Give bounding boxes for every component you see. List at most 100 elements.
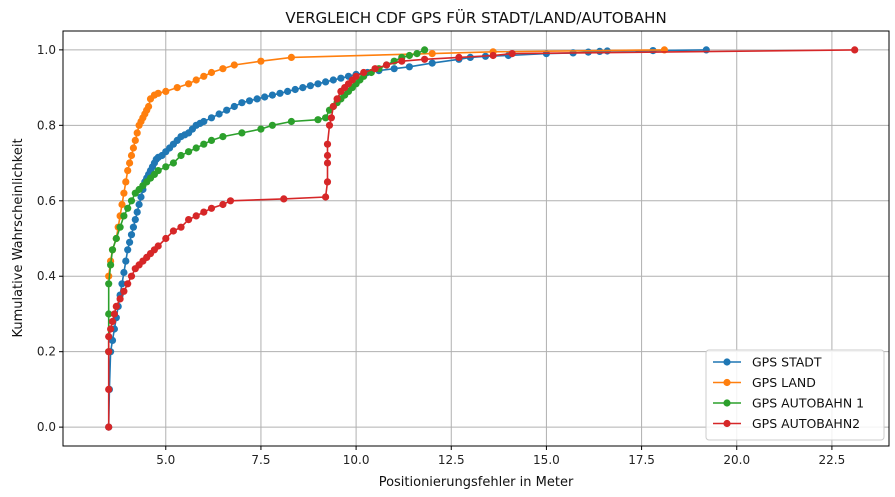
data-point: [360, 68, 368, 77]
data-point: [322, 114, 330, 122]
data-point: [126, 159, 134, 167]
data-point: [257, 57, 265, 65]
data-point: [105, 385, 113, 393]
data-point: [137, 193, 145, 201]
data-point: [107, 261, 115, 269]
data-point: [118, 280, 126, 288]
x-tick-label: 7.5: [251, 453, 270, 467]
data-point: [112, 234, 120, 243]
data-point: [323, 151, 332, 160]
data-point: [287, 117, 295, 126]
series-line: [107, 49, 855, 428]
legend-marker: [723, 399, 731, 407]
data-point: [126, 238, 134, 246]
data-point: [118, 200, 126, 209]
data-point: [131, 216, 139, 224]
data-point: [162, 163, 170, 171]
y-tick-label: 0.4: [37, 269, 56, 283]
data-point: [323, 159, 332, 167]
legend-label: GPS AUTOBAHN2: [752, 416, 860, 431]
data-point: [108, 246, 117, 254]
series-layer: [105, 46, 859, 431]
data-point: [489, 51, 497, 60]
data-point: [230, 61, 238, 69]
data-point: [405, 51, 413, 60]
data-point: [280, 195, 288, 203]
data-point: [154, 89, 162, 97]
data-point: [124, 280, 132, 288]
x-axis-label: Positionierungsfehler in Meter: [379, 475, 574, 490]
data-point: [455, 53, 463, 62]
data-point: [508, 50, 516, 58]
data-point: [116, 295, 124, 303]
data-point: [192, 212, 200, 220]
data-point: [405, 63, 413, 71]
data-point: [238, 129, 246, 137]
data-point: [702, 46, 710, 54]
data-point: [291, 85, 299, 94]
data-point: [421, 55, 429, 63]
data-point: [120, 189, 128, 197]
data-point: [192, 76, 200, 84]
data-point: [177, 223, 185, 231]
data-point: [323, 140, 332, 148]
data-point: [253, 95, 261, 103]
data-point: [219, 65, 227, 73]
data-point: [337, 74, 345, 82]
legend-marker: [723, 419, 731, 428]
y-axis-label: Kumulative Wahrscheinlichkeit: [11, 138, 26, 337]
data-point: [299, 84, 307, 92]
data-point: [322, 193, 330, 201]
plot-frame: [62, 30, 890, 447]
data-point: [207, 68, 216, 77]
data-point: [169, 227, 177, 235]
data-point: [390, 65, 398, 73]
data-point: [105, 423, 113, 431]
data-point: [333, 95, 341, 103]
data-point: [162, 87, 170, 95]
data-point: [105, 348, 113, 356]
data-point: [133, 129, 141, 137]
data-point: [314, 80, 322, 88]
data-point: [223, 106, 231, 114]
y-tick-label: 0.2: [37, 345, 56, 359]
data-point: [207, 204, 216, 212]
data-point: [192, 144, 200, 152]
data-point: [314, 116, 322, 124]
legend-marker: [723, 378, 731, 387]
data-point: [276, 89, 284, 97]
data-point: [413, 50, 421, 58]
legend-marker: [723, 358, 731, 366]
data-point: [329, 76, 337, 84]
data-point: [284, 87, 292, 95]
data-point: [129, 144, 137, 152]
data-point: [287, 53, 295, 62]
data-point: [421, 46, 429, 54]
data-point: [169, 159, 177, 167]
data-point: [200, 140, 208, 148]
data-point: [185, 80, 193, 88]
data-point: [238, 99, 246, 107]
data-point: [207, 114, 216, 122]
data-point: [112, 302, 120, 310]
data-point: [268, 91, 276, 99]
data-point: [327, 114, 335, 122]
data-point: [124, 204, 132, 212]
data-point: [200, 117, 208, 126]
data-point: [105, 280, 113, 288]
x-tick-label: 12.5: [438, 453, 465, 467]
data-point: [133, 208, 141, 216]
data-point: [122, 257, 130, 265]
chart-title: VERGLEICH CDF GPS FÜR STADT/LAND/AUTOBAH…: [285, 8, 666, 27]
data-point: [110, 310, 118, 318]
data-point: [851, 46, 859, 54]
data-point: [124, 246, 132, 254]
x-tick-label: 10.0: [343, 453, 370, 467]
data-point: [219, 200, 227, 209]
x-tick-label: 22.5: [819, 453, 846, 467]
data-point: [245, 97, 254, 105]
legend-label: GPS STADT: [752, 355, 822, 370]
data-point: [127, 197, 136, 205]
data-point: [162, 234, 170, 243]
data-point: [120, 287, 128, 295]
